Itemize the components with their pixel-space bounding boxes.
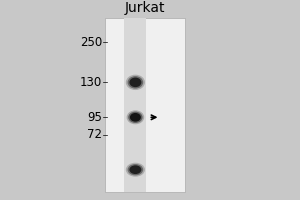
Ellipse shape [128,164,143,175]
Bar [124,18,146,192]
Text: 250: 250 [80,36,102,49]
Ellipse shape [129,78,141,87]
Text: Jurkat: Jurkat [125,1,166,15]
Ellipse shape [128,76,143,89]
Ellipse shape [126,75,145,90]
Ellipse shape [128,112,142,123]
Text: 95: 95 [87,111,102,124]
Text: 130: 130 [80,76,102,89]
Bar [105,18,185,192]
Ellipse shape [127,110,144,124]
Ellipse shape [130,113,141,122]
Ellipse shape [129,165,141,174]
Ellipse shape [126,163,145,177]
Text: 72: 72 [87,128,102,141]
